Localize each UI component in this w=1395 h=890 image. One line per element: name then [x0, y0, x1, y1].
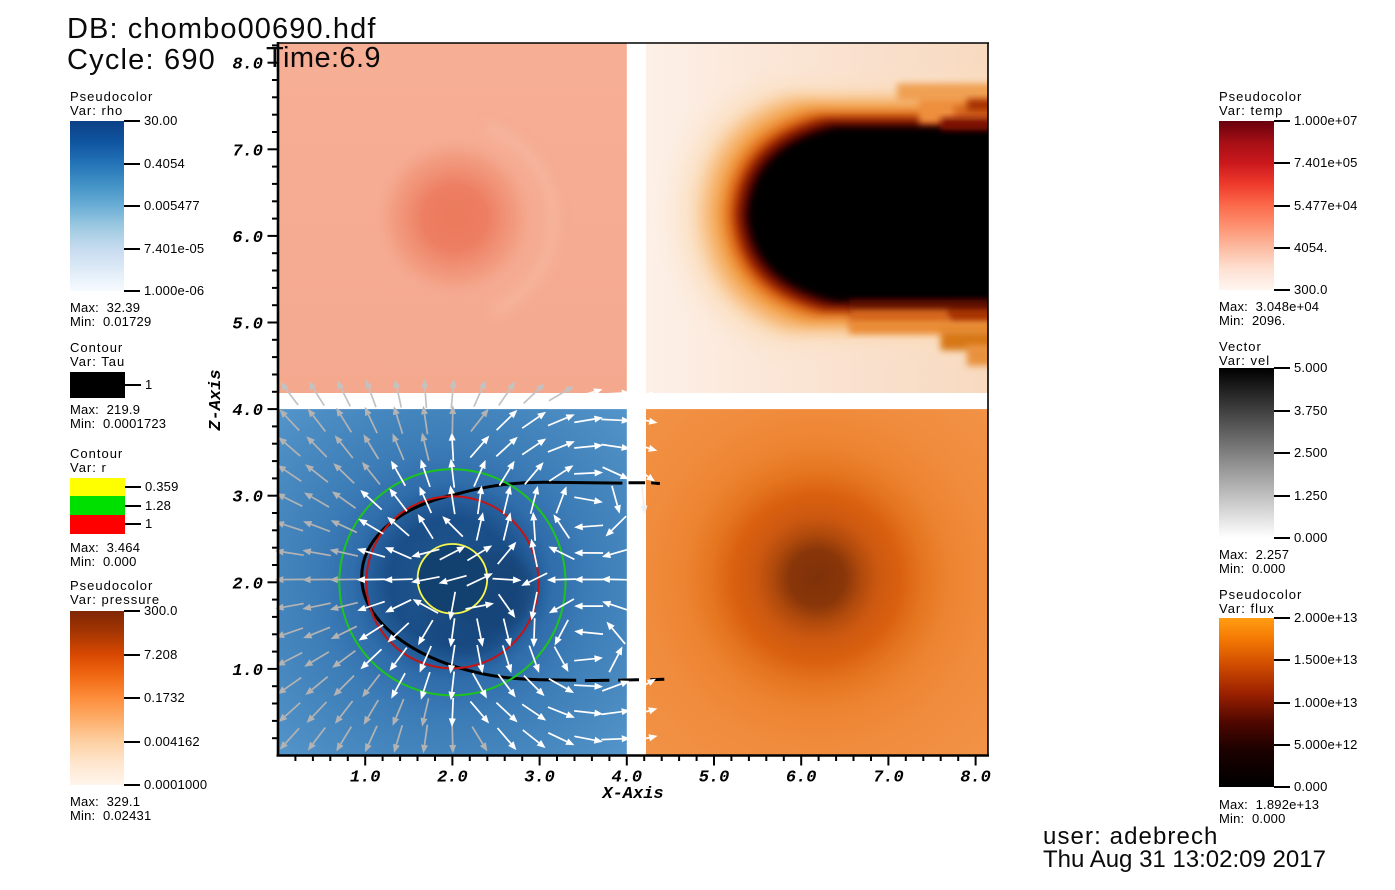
svg-text:3.0: 3.0 — [524, 769, 555, 788]
svg-text:Z-Axis: Z-Axis — [207, 369, 226, 431]
svg-text:4.0: 4.0 — [611, 769, 642, 788]
svg-text:3.0: 3.0 — [232, 489, 263, 508]
svg-text:7.0: 7.0 — [873, 769, 904, 788]
svg-text:8.0: 8.0 — [960, 769, 991, 788]
svg-text:4.0: 4.0 — [232, 402, 263, 421]
svg-text:7.0: 7.0 — [232, 142, 263, 161]
svg-text:1.0: 1.0 — [350, 769, 381, 788]
svg-text:6.0: 6.0 — [232, 229, 263, 248]
svg-text:2.0: 2.0 — [437, 769, 468, 788]
svg-text:8.0: 8.0 — [232, 56, 263, 75]
svg-text:6.0: 6.0 — [786, 769, 817, 788]
svg-text:5.0: 5.0 — [699, 769, 730, 788]
svg-text:X-Axis: X-Axis — [601, 785, 663, 804]
svg-text:5.0: 5.0 — [232, 316, 263, 335]
svg-text:1.0: 1.0 — [232, 662, 263, 681]
svg-text:2.0: 2.0 — [232, 575, 263, 594]
